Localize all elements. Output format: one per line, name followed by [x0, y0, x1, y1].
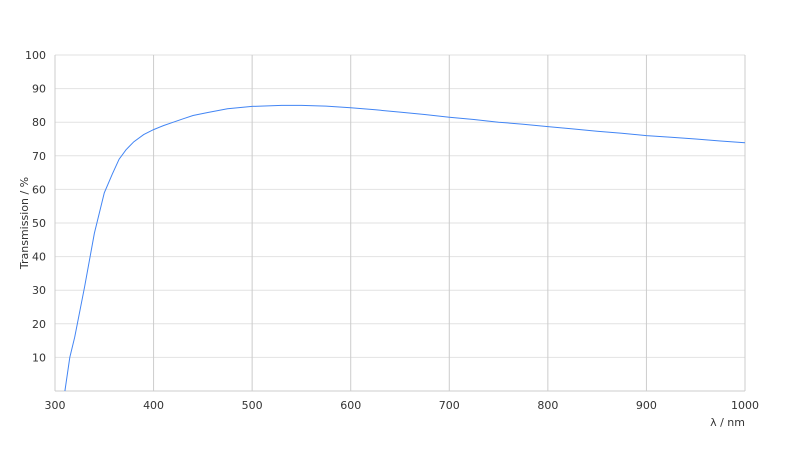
x-tick-label: 300: [45, 399, 66, 412]
x-tick-label: 500: [242, 399, 263, 412]
y-axis-ticks: 10 20 30 40 50 60 70 80 90 100: [25, 49, 46, 364]
y-tick-label: 40: [32, 251, 46, 264]
y-tick-label: 10: [32, 351, 46, 364]
y-tick-label: 60: [32, 183, 46, 196]
x-tick-label: 900: [636, 399, 657, 412]
x-tick-label: 1000: [731, 399, 759, 412]
y-tick-label: 50: [32, 217, 46, 230]
y-tick-label: 80: [32, 116, 46, 129]
x-axis-ticks: 300 400 500 600 700 800 900 1000: [45, 399, 760, 412]
y-tick-label: 20: [32, 318, 46, 331]
x-tick-label: 600: [340, 399, 361, 412]
y-tick-label: 90: [32, 83, 46, 96]
grid: [54, 54, 746, 392]
y-tick-label: 70: [32, 150, 46, 163]
x-tick-label: 700: [439, 399, 460, 412]
y-axis-label: Transmission / %: [18, 177, 31, 270]
series-line: [64, 104, 746, 392]
y-tick-label: 100: [25, 49, 46, 62]
y-tick-label: 30: [32, 284, 46, 297]
x-axis-label: λ / nm: [710, 416, 745, 429]
x-tick-label: 800: [537, 399, 558, 412]
x-tick-label: 400: [143, 399, 164, 412]
